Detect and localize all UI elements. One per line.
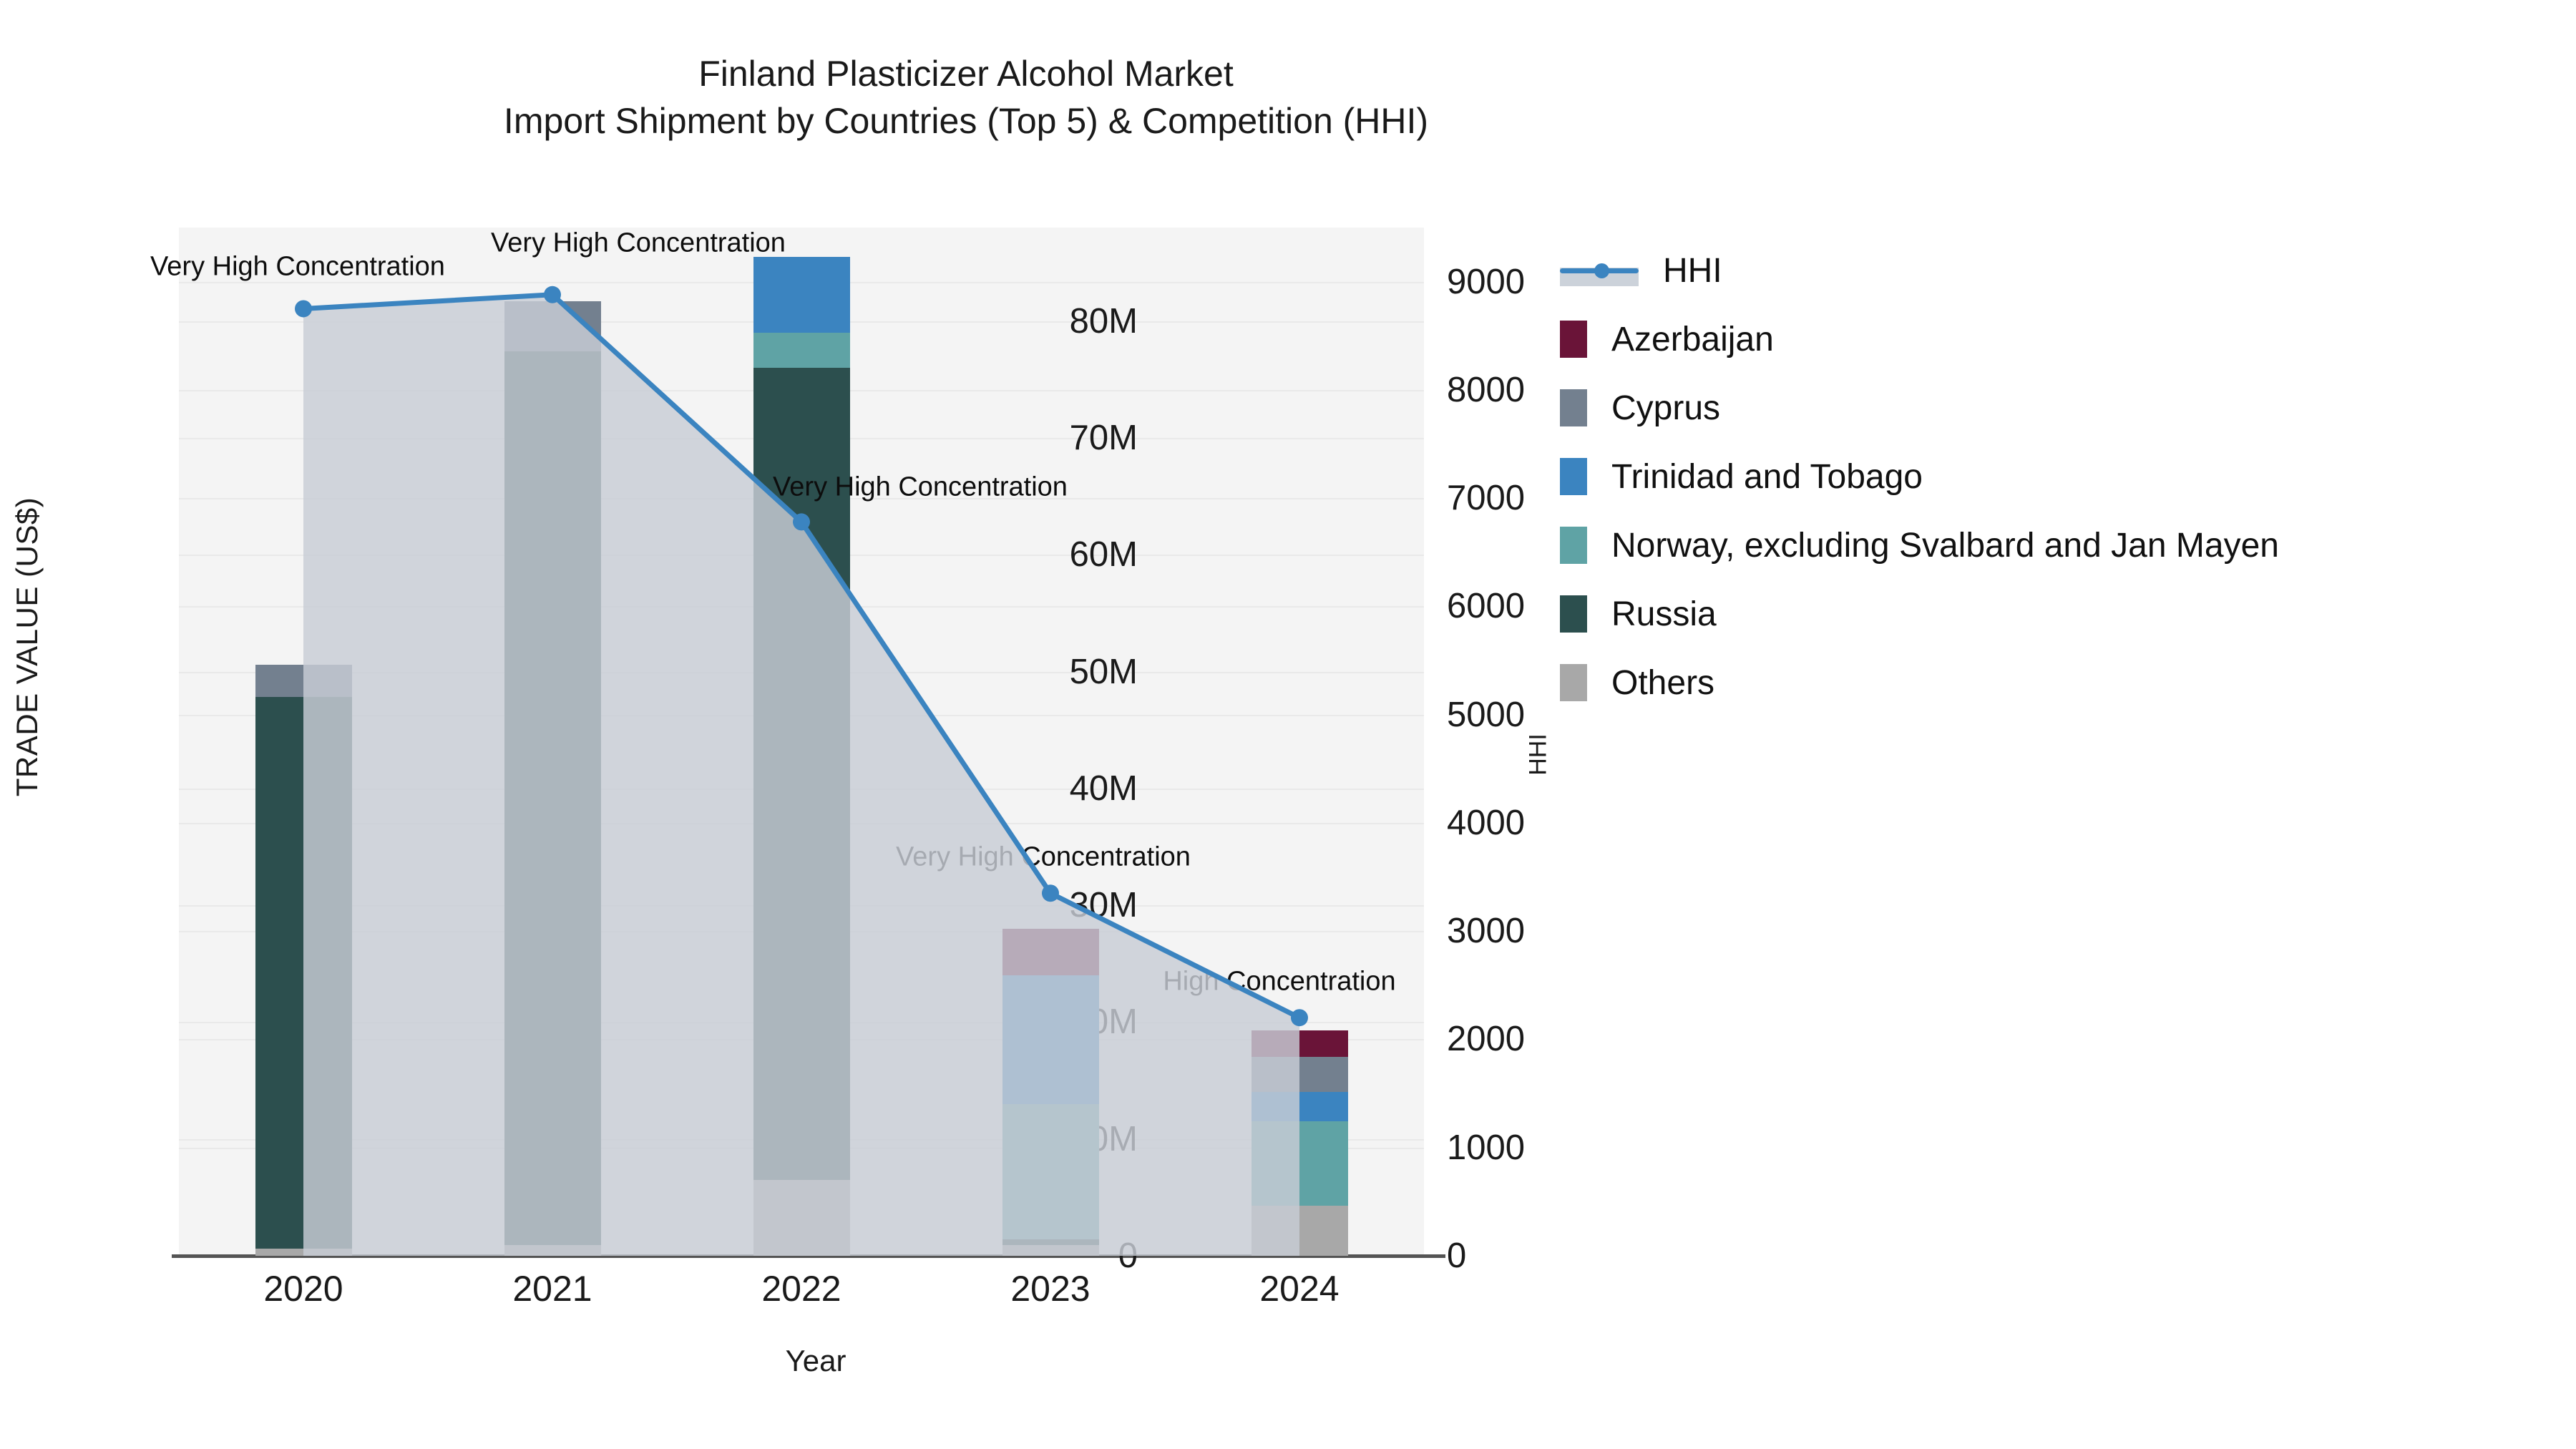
bar-segment[interactable] [753, 256, 850, 333]
y-axis-left-tick: 60M [1069, 535, 1138, 575]
y-axis-right-tick: 0 [1447, 1236, 1467, 1275]
legend-item[interactable]: Russia [1560, 580, 2279, 648]
chart-title-line-2: Import Shipment by Countries (Top 5) & C… [503, 101, 1429, 141]
y-axis-right-tick: 9000 [1447, 262, 1526, 301]
x-axis-tick[interactable]: 2022 [761, 1269, 841, 1309]
legend-item-label: HHI [1663, 251, 1722, 290]
x-axis-tick[interactable]: 2024 [1259, 1269, 1340, 1309]
y-axis-right-tick: 1000 [1447, 1128, 1526, 1167]
legend-color-swatch [1560, 389, 1587, 426]
hhi-annotation: Very High Concentration [491, 228, 786, 258]
y-axis-right-tick: 6000 [1447, 587, 1526, 626]
hhi-annotation: Very High Concentration [773, 472, 1068, 502]
y-axis-left-tick: 80M [1069, 301, 1138, 341]
hhi-data-point[interactable] [1042, 884, 1059, 902]
x-axis-tick[interactable]: 2020 [263, 1269, 343, 1309]
legend-item[interactable]: Trinidad and Tobago [1560, 442, 2279, 511]
legend-item[interactable]: Azerbaijan [1560, 305, 2279, 374]
x-axis-label: Year [785, 1344, 847, 1377]
y-axis-left-tick: 70M [1069, 418, 1138, 457]
y-axis-right-tick: 3000 [1447, 912, 1526, 951]
hhi-data-point[interactable] [544, 286, 561, 303]
legend-color-swatch [1560, 664, 1587, 701]
y-axis-right-tick: 8000 [1447, 370, 1526, 409]
y-axis-right-tick: 7000 [1447, 479, 1526, 518]
legend-item-label: Russia [1611, 595, 1717, 633]
hhi-series-overlay [295, 286, 1308, 1256]
hhi-annotation: Very High Concentration [150, 251, 445, 282]
legend-color-swatch [1560, 458, 1587, 495]
legend-item-label: Azerbaijan [1611, 320, 1774, 358]
legend-item-label: Cyprus [1611, 389, 1721, 427]
y-axis-right-tick: 5000 [1447, 695, 1526, 734]
x-axis-tick[interactable]: 2021 [512, 1269, 592, 1309]
hhi-area-fill [303, 294, 1299, 1256]
legend-item-label: Trinidad and Tobago [1611, 457, 1923, 496]
legend-line-icon [1560, 252, 1639, 289]
legend-color-swatch [1560, 527, 1587, 564]
chart-title-line-1: Finland Plasticizer Alcohol Market [698, 54, 1234, 94]
y-axis-left-label: TRADE VALUE (US$) [10, 497, 44, 797]
legend-item[interactable]: Others [1560, 648, 2279, 717]
chart-title: Finland Plasticizer Alcohol Market Impor… [0, 50, 1932, 145]
y-axis-left-tick: 40M [1069, 769, 1138, 808]
legend-line-marker-dot [1594, 263, 1609, 278]
y-axis-right-tick: 4000 [1447, 803, 1526, 842]
hhi-data-point[interactable] [1291, 1009, 1308, 1027]
legend-item[interactable]: Norway, excluding Svalbard and Jan Mayen [1560, 511, 2279, 580]
hhi-data-point[interactable] [793, 513, 810, 531]
y-axis-left-tick: 50M [1069, 652, 1138, 691]
x-axis-tick[interactable]: 2023 [1010, 1269, 1091, 1309]
legend-item[interactable]: Cyprus [1560, 374, 2279, 442]
y-axis-right-tick: 2000 [1447, 1020, 1526, 1059]
x-axis-line [172, 1254, 1445, 1258]
legend-color-swatch [1560, 595, 1587, 633]
legend-color-swatch [1560, 321, 1587, 358]
legend-item-label: Others [1611, 663, 1715, 702]
hhi-data-point[interactable] [295, 300, 312, 318]
legend-item-label: Norway, excluding Svalbard and Jan Mayen [1611, 526, 2279, 565]
bar-segment[interactable] [753, 332, 850, 368]
legend-item[interactable]: HHI [1560, 236, 2279, 305]
legend: HHI Azerbaijan Cyprus Trinidad and Tobago No… [1560, 236, 2279, 717]
